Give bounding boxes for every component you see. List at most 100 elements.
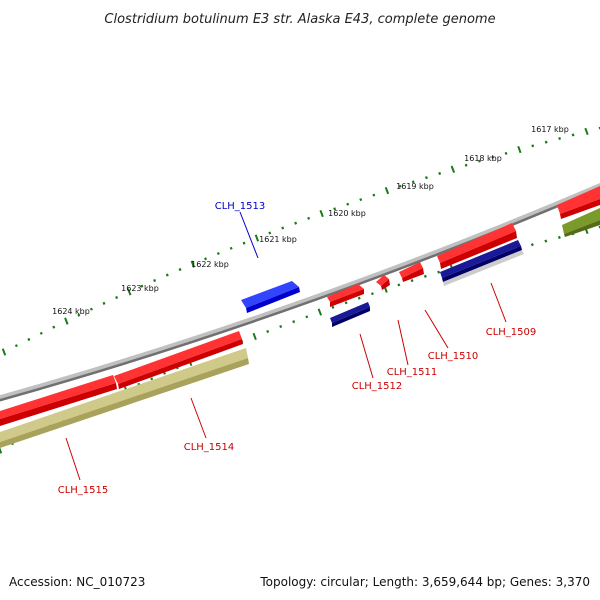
outer-scale-minor-tick [398,184,402,188]
leader-CLH_1509 [490,282,507,323]
inner-scale-minor-tick [292,320,296,324]
tick-label-1623: 1623 kbp [121,284,159,293]
tick-label-1622: 1622 kbp [191,260,229,269]
inner-scale-minor-tick [370,292,374,296]
inner-tick-track [0,225,600,454]
feature-blocks [0,186,600,448]
gene-label-CLH_1513[interactable]: CLH_1513 [215,201,266,212]
inner-scale-minor-tick [266,329,270,333]
outer-scale-major-tick [319,209,324,218]
gene-label-CLH_1512[interactable]: CLH_1512 [352,381,403,392]
outer-scale-minor-tick [216,251,220,256]
inner-scale-minor-tick [397,283,401,287]
outer-scale-minor-tick [153,279,157,283]
inner-scale-major-tick [252,332,257,341]
tick-label-1621: 1621 kbp [259,235,297,244]
outer-scale-minor-tick [178,267,182,272]
gene-cds-CLH_1509[interactable] [437,223,517,269]
inner-scale-minor-tick [410,279,414,283]
outer-scale-minor-tick [242,241,246,245]
gene-cds-CLH_1512[interactable] [327,284,364,307]
outer-scale-minor-tick [359,198,363,202]
outer-scale-minor-tick [333,207,337,211]
outer-scale-minor-tick [27,337,31,342]
leader-CLH_1514 [190,397,207,439]
outer-scale-minor-tick [504,151,508,155]
leader-CLH_1510 [424,309,449,349]
outer-scale-major-tick [450,165,456,173]
feature-olive-next [562,208,600,237]
outer-scale-major-tick [517,145,522,154]
outer-scale-major-tick [1,348,7,356]
outer-tick-track: 1617 kbp 1618 kbp 1619 kbp 1620 kbp 1621… [1,125,600,356]
inner-scale-minor-tick [357,296,361,300]
outer-scale-minor-tick [140,284,144,288]
outer-scale-minor-tick [307,216,311,220]
gene-label-CLH_1514[interactable]: CLH_1514 [184,442,235,453]
inner-scale-minor-tick [557,235,561,240]
outer-scale-minor-tick [39,331,43,335]
outer-scale-minor-tick [165,273,169,277]
outer-scale-minor-tick [477,159,481,163]
outer-scale-minor-tick [115,296,119,300]
accession-text: Accession: NC_010723 [9,575,146,589]
feature-navy-1509 [440,240,522,282]
gene-cds-CLH_1515[interactable] [0,375,117,426]
inner-scale-minor-tick [423,274,427,278]
inner-scale-minor-tick [544,239,548,243]
genome-title: Clostridium botulinum E3 str. Alaska E43… [104,12,495,27]
genome-backbone [0,183,600,402]
genome-summary-text: Topology: circular; Length: 3,659,644 bp… [260,575,590,589]
outer-scale-minor-tick [102,301,106,305]
gene-cds-next[interactable] [557,186,600,219]
tick-label-1618: 1618 kbp [464,154,502,163]
backbone-group [0,183,600,402]
leader-CLH_1512 [359,333,374,379]
leader-CLH_1515 [65,437,81,481]
gene-cds-CLH_1513[interactable] [241,281,300,313]
gene-label-CLH_1515[interactable]: CLH_1515 [58,485,109,496]
leader-CLH_1511 [397,319,409,366]
outer-scale-major-tick [584,127,589,136]
outer-scale-minor-tick [558,137,562,140]
gene-cds-CLH_1510[interactable] [399,262,424,282]
outer-scale-minor-tick [464,163,468,167]
feature-navy-1512 [330,302,370,327]
inner-scale-minor-tick [279,325,283,328]
inner-scale-minor-tick [437,270,441,274]
outer-scale-major-tick [64,317,69,325]
outer-scale-minor-tick [229,246,233,250]
outer-scale-minor-tick [411,180,415,184]
gene-cds-CLH_1511[interactable] [376,275,390,290]
tick-label-1617: 1617 kbp [531,125,569,134]
outer-scale-minor-tick [571,133,575,137]
outer-scale-minor-tick [346,202,350,206]
tick-label-1619: 1619 kbp [396,182,434,191]
outer-scale-major-tick [384,186,390,195]
outer-scale-minor-tick [372,193,376,197]
inner-scale-minor-tick [331,305,335,309]
gene-label-CLH_1511[interactable]: CLH_1511 [387,367,438,378]
outer-scale-major-tick [254,234,260,242]
inner-scale-major-tick [317,308,323,316]
outer-scale-minor-tick [491,155,495,159]
outer-scale-minor-tick [204,257,208,261]
outer-scale-minor-tick [268,231,272,235]
outer-scale-minor-tick [14,344,18,348]
gene-label-CLH_1510[interactable]: CLH_1510 [428,351,479,362]
inner-scale-minor-tick [305,315,309,319]
outer-scale-major-tick [127,288,132,296]
gene-labels: CLH_1513 CLH_1512 CLH_1511 CLH_1510 CLH_… [58,201,537,496]
gene-cds-CLH_1514[interactable] [114,331,243,389]
tick-label-1624: 1624 kbp [52,307,90,316]
outer-scale-minor-tick [52,325,56,329]
outer-scale-minor-tick [89,307,93,311]
tick-label-1620: 1620 kbp [328,209,366,218]
outer-scale-minor-tick [531,144,535,148]
outer-scale-minor-tick [438,171,442,176]
feature-gray-1509 [443,250,524,286]
gene-label-CLH_1509[interactable]: CLH_1509 [486,327,537,338]
feature-khaki-1514 [0,348,249,448]
outer-scale-minor-tick [424,176,428,180]
